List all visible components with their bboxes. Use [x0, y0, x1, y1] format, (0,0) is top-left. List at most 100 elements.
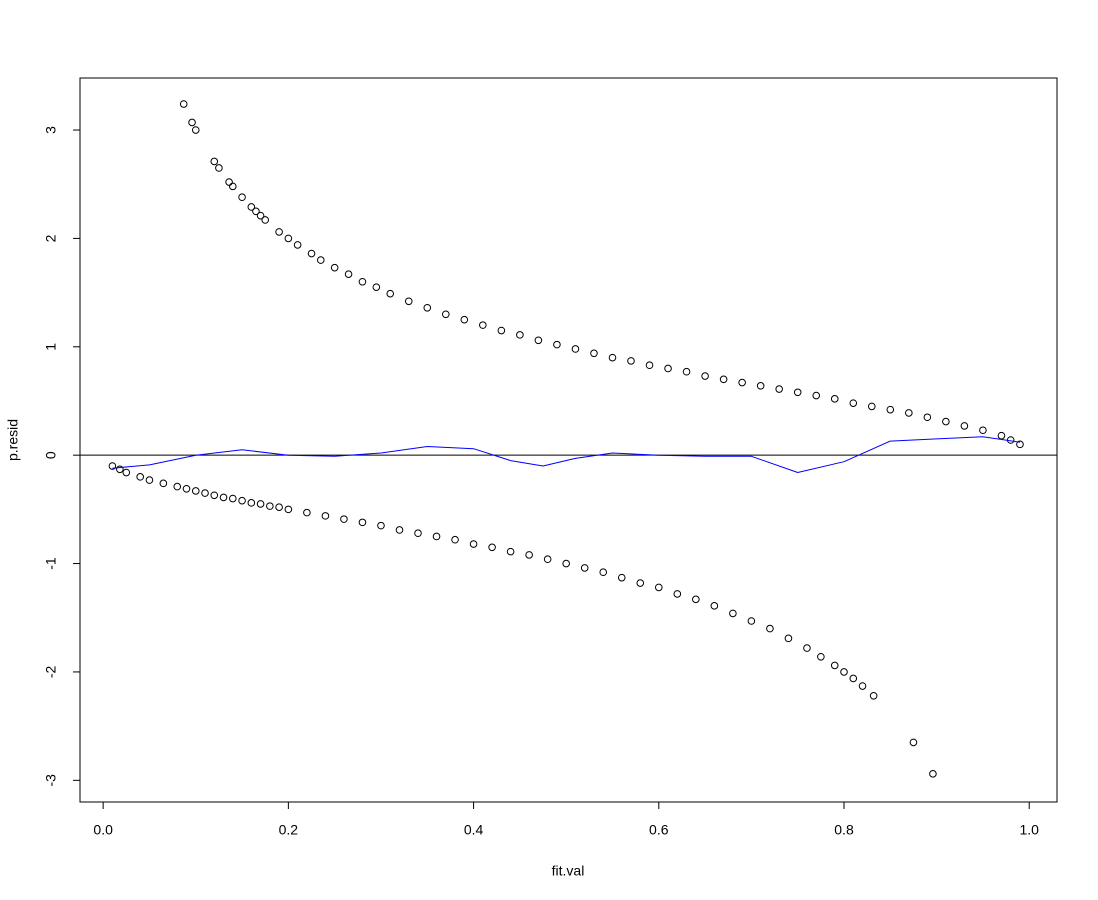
point — [849, 674, 858, 683]
point — [307, 249, 316, 258]
point — [238, 496, 246, 505]
point — [266, 502, 274, 510]
point — [469, 540, 478, 548]
point — [645, 361, 654, 370]
point — [179, 100, 188, 108]
point — [395, 526, 404, 534]
point — [173, 482, 182, 491]
point — [701, 372, 709, 380]
point — [812, 391, 821, 400]
point — [534, 336, 543, 345]
point — [108, 462, 117, 470]
point — [210, 157, 219, 166]
point — [122, 468, 131, 477]
point — [316, 256, 325, 264]
y-tick-label: -2 — [43, 666, 59, 679]
point — [710, 602, 719, 610]
point — [525, 551, 533, 559]
point — [997, 431, 1006, 440]
point — [252, 207, 260, 216]
y-tick-label: 2 — [43, 234, 59, 242]
point — [441, 310, 450, 319]
point — [210, 491, 219, 500]
point — [488, 543, 496, 552]
point — [188, 118, 196, 127]
point — [303, 508, 311, 517]
point — [929, 770, 937, 778]
point — [923, 413, 932, 422]
point — [377, 521, 385, 530]
point — [636, 579, 645, 587]
point — [869, 691, 878, 700]
point — [599, 568, 608, 577]
point — [414, 529, 422, 538]
point — [756, 382, 765, 390]
point — [191, 487, 200, 495]
point — [942, 417, 950, 426]
point — [201, 489, 209, 497]
y-tick-label: -1 — [43, 557, 59, 570]
x-tick-label: 0.4 — [464, 822, 484, 838]
point — [979, 426, 987, 435]
point — [372, 283, 381, 291]
point — [766, 624, 774, 633]
point — [840, 668, 848, 676]
point — [330, 263, 339, 272]
y-tick-label: 3 — [43, 126, 59, 134]
point — [905, 409, 913, 417]
point — [803, 644, 811, 652]
y-tick-label: -3 — [43, 774, 59, 787]
point — [497, 326, 506, 335]
point — [784, 634, 793, 643]
point — [191, 126, 200, 134]
point — [858, 682, 867, 690]
y-axis-label: p.resid — [5, 419, 21, 461]
point — [386, 289, 395, 298]
point — [358, 277, 367, 286]
smooth-line — [112, 436, 1021, 473]
point — [229, 182, 237, 191]
point — [909, 738, 918, 747]
x-axis-label: fit.val — [552, 863, 585, 879]
point — [284, 234, 293, 243]
point — [423, 303, 432, 312]
point — [830, 395, 839, 403]
point — [747, 617, 756, 625]
point — [247, 203, 256, 211]
point — [432, 532, 441, 541]
point — [159, 479, 168, 488]
point — [340, 515, 348, 523]
point — [116, 465, 124, 474]
point — [793, 388, 802, 397]
point — [460, 315, 469, 324]
point — [238, 193, 246, 202]
point — [627, 357, 635, 365]
point — [682, 367, 691, 376]
x-tick-label: 0.8 — [834, 822, 854, 838]
point — [182, 484, 191, 493]
point — [293, 241, 302, 249]
point — [562, 559, 570, 568]
point — [960, 422, 969, 430]
point — [886, 405, 895, 414]
point — [867, 402, 876, 411]
point — [451, 535, 459, 544]
y-tick-label: 1 — [43, 343, 59, 351]
point — [225, 178, 233, 186]
point — [543, 555, 552, 564]
point — [247, 499, 256, 507]
point — [321, 512, 330, 520]
point — [673, 590, 682, 598]
point — [256, 500, 265, 508]
point — [261, 216, 270, 224]
point — [608, 353, 617, 362]
y-tick-label: 0 — [43, 451, 59, 459]
point — [284, 505, 293, 514]
point — [219, 493, 228, 502]
x-tick-label: 0.2 — [279, 822, 299, 838]
point — [275, 228, 283, 236]
point — [719, 375, 728, 384]
point — [729, 609, 737, 618]
point — [664, 364, 672, 373]
